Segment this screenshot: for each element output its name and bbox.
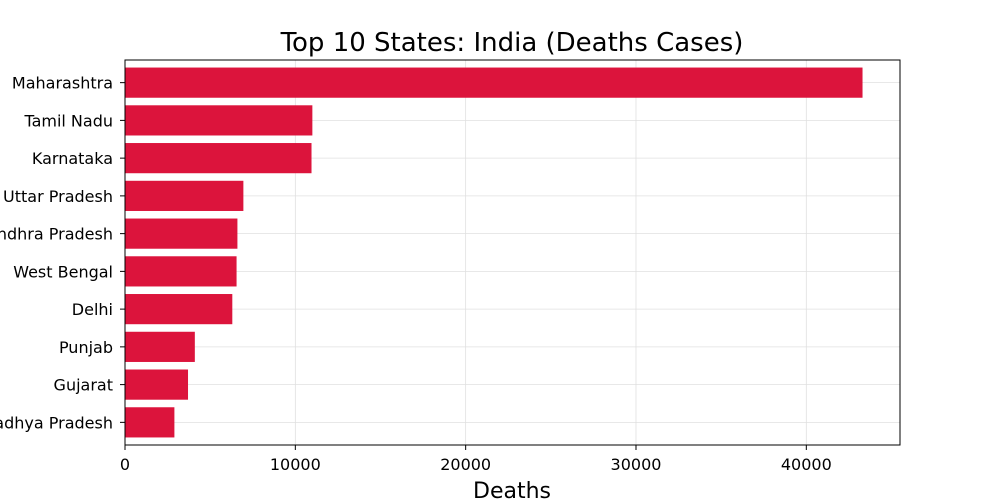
y-tick-label: Uttar Pradesh xyxy=(3,187,113,206)
y-tick-label: Karnataka xyxy=(32,149,113,168)
bar xyxy=(125,369,189,400)
x-tick-label: 40000 xyxy=(781,455,832,474)
x-axis-ticks: 0 10000 20000 30000 40000 xyxy=(120,445,832,474)
bar xyxy=(125,294,233,325)
y-tick-label: Andhra Pradesh xyxy=(0,225,113,244)
bar xyxy=(125,105,313,136)
bar xyxy=(125,331,195,362)
x-tick-label: 30000 xyxy=(611,455,662,474)
y-axis-ticks: Maharashtra Tamil Nadu Karnataka Uttar Prad… xyxy=(0,74,125,432)
x-tick-label: 10000 xyxy=(270,455,321,474)
bars xyxy=(125,67,863,438)
bar xyxy=(125,256,237,287)
bar xyxy=(125,180,244,211)
y-tick-label: Madhya Pradesh xyxy=(0,413,113,432)
y-tick-label: Tamil Nadu xyxy=(23,111,113,130)
x-tick-label: 0 xyxy=(120,455,130,474)
bar xyxy=(125,143,312,174)
plot-frame xyxy=(124,59,901,446)
bar xyxy=(125,218,238,249)
y-tick-label: Maharashtra xyxy=(12,74,113,93)
y-tick-label: Delhi xyxy=(72,300,113,319)
bar xyxy=(125,407,175,438)
y-tick-label: Gujarat xyxy=(54,376,113,395)
bar xyxy=(125,67,863,98)
x-axis-label: Deaths xyxy=(473,479,551,500)
x-tick-label: 20000 xyxy=(440,455,491,474)
chart-title: Top 10 States: India (Deaths Cases) xyxy=(280,28,744,58)
y-tick-label: Punjab xyxy=(59,338,113,357)
y-tick-label: West Bengal xyxy=(13,262,113,281)
